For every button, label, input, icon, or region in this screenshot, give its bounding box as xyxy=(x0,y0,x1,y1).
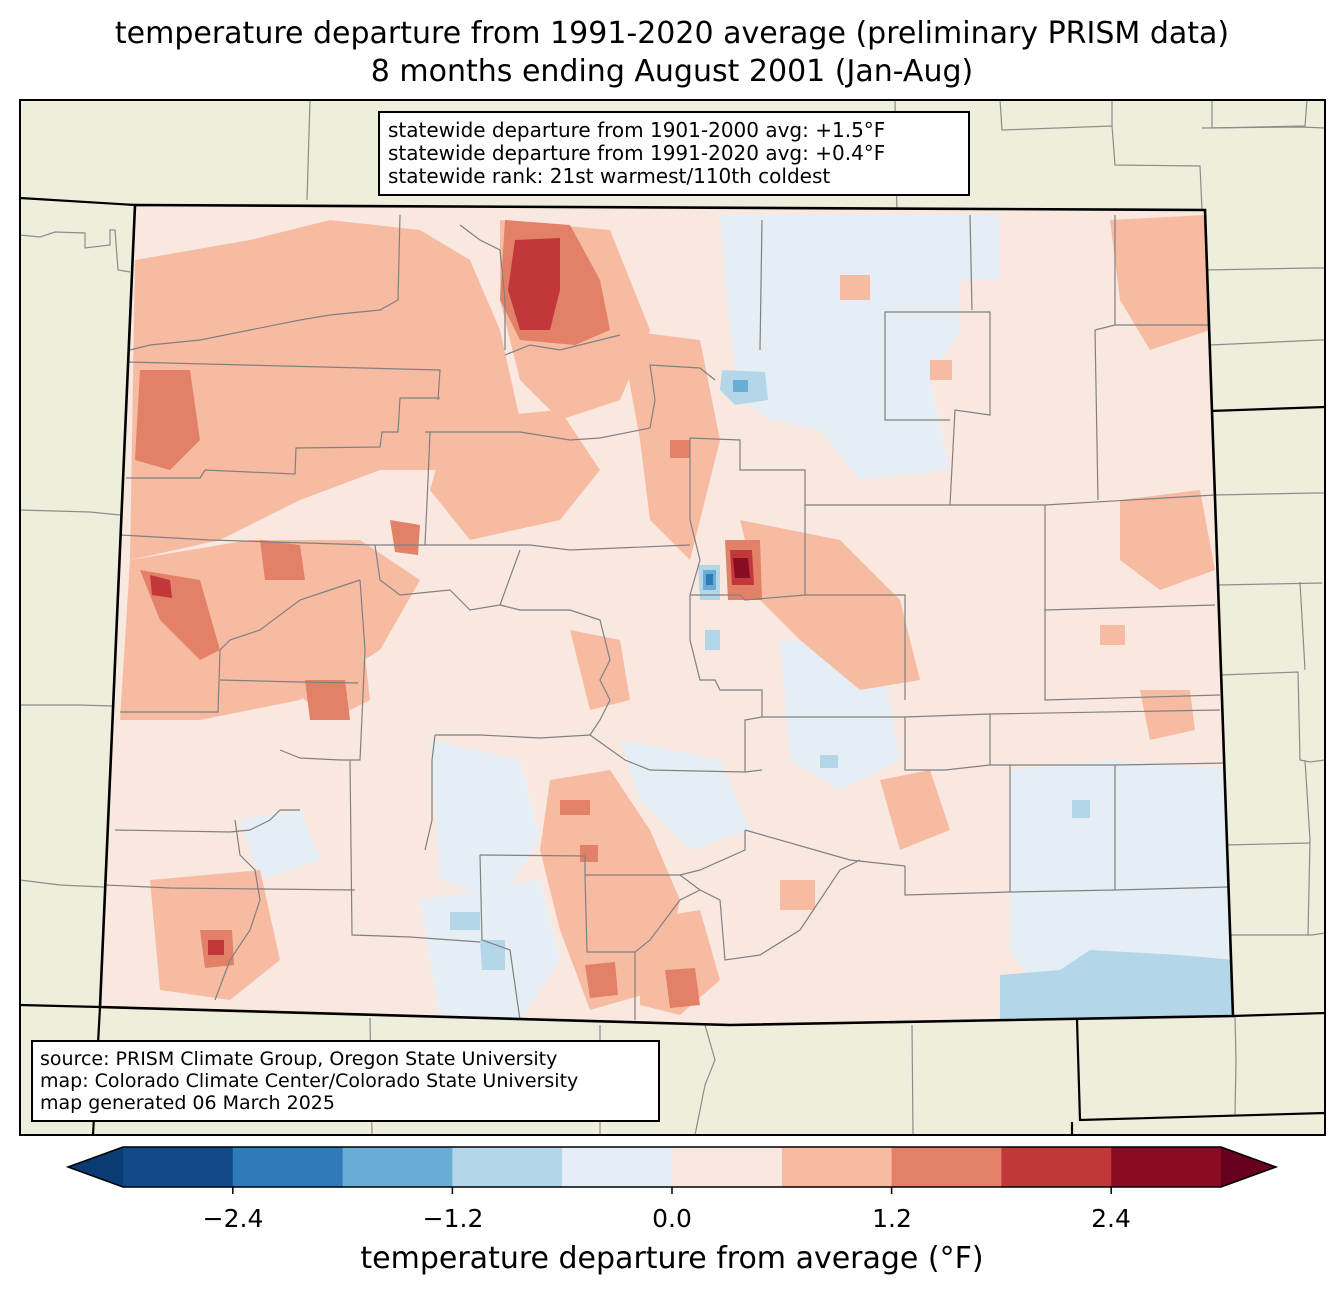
stats-line-1: statewide departure from 1901-2000 avg: … xyxy=(388,118,886,142)
colorado-border xyxy=(98,203,1235,1027)
stats-line-3: statewide rank: 21st warmest/110th colde… xyxy=(388,164,831,188)
colorbar-outline xyxy=(65,1146,1279,1188)
colorbar-bin-8 xyxy=(891,1147,1002,1187)
colorbar-tick-label-1: −2.4 xyxy=(202,1204,264,1233)
source-line-3: map generated 06 March 2025 xyxy=(40,1092,335,1114)
source-line-1: source: PRISM Climate Group, Oregon Stat… xyxy=(40,1048,558,1070)
anomaly-field xyxy=(100,205,1233,1025)
map-title-line2: 8 months ending August 2001 (Jan-Aug) xyxy=(370,54,974,89)
colorbar-bin-10 xyxy=(1111,1147,1222,1187)
colorbar-bin-6 xyxy=(672,1147,783,1187)
colorbar-bin-4 xyxy=(452,1147,563,1187)
anomaly-blue-pockets xyxy=(450,370,1233,1020)
colorbar-tick-label-4: 1.2 xyxy=(872,1204,912,1233)
map-title-line1: temperature departure from 1991-2020 ave… xyxy=(114,16,1230,51)
colorbar-extend-low xyxy=(68,1147,123,1187)
colorbar-bin-1 xyxy=(123,1147,234,1187)
stats-box: statewide departure from 1901-2000 avg: … xyxy=(378,111,970,196)
colorbar-extend-high xyxy=(1221,1147,1276,1187)
source-box: source: PRISM Climate Group, Oregon Stat… xyxy=(31,1040,660,1122)
source-line-2: map: Colorado Climate Center/Colorado St… xyxy=(40,1070,579,1092)
map-frame xyxy=(19,99,1326,1136)
colorbar xyxy=(65,1146,1279,1194)
colorbar-bin-9 xyxy=(1001,1147,1112,1187)
anomaly-dark-blue-pocket xyxy=(706,574,713,585)
colorbar-tick-label-5: 2.4 xyxy=(1091,1204,1131,1233)
colorbar-bin-7 xyxy=(781,1147,893,1187)
colorbar-tick-label-3: 0.0 xyxy=(652,1204,692,1233)
colorbar-label: temperature departure from average (°F) xyxy=(360,1241,984,1276)
county-lines xyxy=(104,214,1229,1021)
stats-line-2: statewide departure from 1991-2020 avg: … xyxy=(388,141,886,165)
colorbar-bin-3 xyxy=(342,1147,453,1187)
anomaly-salmon-regions xyxy=(120,215,1215,1015)
colorbar-bin-2 xyxy=(232,1147,344,1187)
colorbar-bin-5 xyxy=(562,1147,673,1187)
colorbar-tick-label-2: −1.2 xyxy=(422,1204,484,1233)
anomaly-darkest-core xyxy=(733,558,750,578)
